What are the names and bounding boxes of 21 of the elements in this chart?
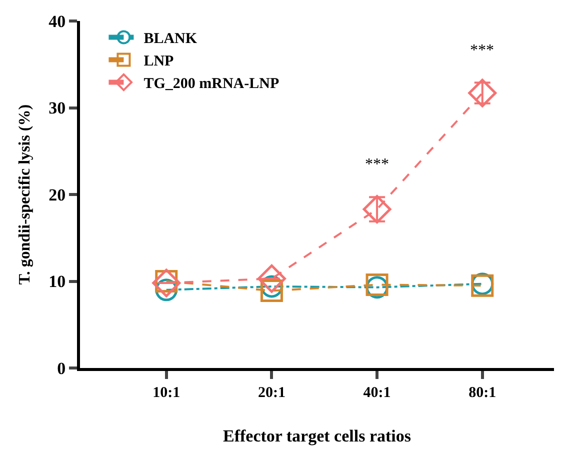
point — [468, 78, 497, 108]
y-tick-label: 10 — [48, 272, 66, 292]
x-tick-label: 40:1 — [363, 385, 391, 401]
point — [260, 280, 283, 302]
legend-label: TG_200 mRNA-LNP — [144, 76, 280, 92]
y-tick-label: 40 — [48, 12, 66, 31]
point — [152, 268, 181, 298]
x-tick-label: 80:1 — [468, 385, 496, 401]
y-tick-label: 0 — [57, 358, 66, 378]
legend-label: LNP — [144, 54, 174, 70]
y-tick-label: 20 — [48, 185, 66, 204]
point — [257, 264, 286, 293]
x-axis-title: Effector target cells ratios — [222, 426, 412, 446]
x-tick-label: 20:1 — [258, 385, 286, 401]
annotation: *** — [470, 42, 494, 59]
legend-label: BLANK — [144, 31, 198, 48]
annotation: *** — [365, 156, 389, 173]
x-tick-label: 10:1 — [152, 385, 180, 401]
y-axis-title: T. gondii-specific lysis (%) — [16, 104, 34, 285]
y-tick-label: 30 — [48, 98, 66, 118]
point — [362, 195, 392, 224]
